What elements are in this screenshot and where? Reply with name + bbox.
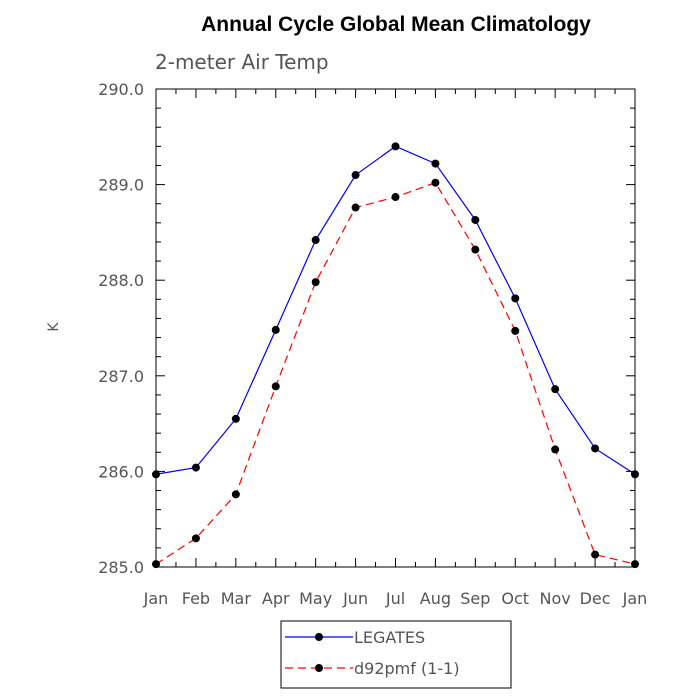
series-1-point [351,203,360,212]
plot-frame [155,88,636,568]
y-axis-label: K [46,322,62,332]
series-0-point [311,236,320,245]
x-tick-label: Aug [420,589,451,608]
series-0-point [231,414,240,423]
series-1-point [471,245,480,254]
x-tick-label: May [299,589,332,608]
series-0-point [431,159,440,168]
x-tick-label: Jun [342,589,368,608]
x-tick-label: Jan [143,589,169,608]
legend-marker-d92pmf [315,664,323,672]
y-tick-label: 288.0 [98,271,144,290]
series-1-point [631,560,639,569]
x-tick-label: Jul [385,589,405,608]
x-tick-label: Dec [580,589,611,608]
series-0-point [511,294,520,303]
legend-marker-legates [315,633,323,641]
y-tick-label: 286.0 [98,462,144,481]
legend-label-legates: LEGATES [354,628,425,647]
x-tick-label: Apr [262,589,290,608]
x-tick-label: Oct [501,589,529,608]
x-tick-label: Mar [221,589,252,608]
axis-ticks: Jan Feb Mar Apr May Jun Jul Aug Sep Oct Nov Dec Jan 2… [98,80,647,608]
series-1-point [591,550,600,559]
series-0-point [191,463,200,472]
series-0-point [351,171,360,180]
series-0-point [471,215,480,224]
series-0-point [152,470,160,479]
series-1-point [191,534,200,543]
x-tick-label: Jan [622,589,648,608]
series-1-point [511,326,520,335]
series-1-point [152,560,160,569]
y-tick-label: 285.0 [98,558,144,577]
series-0-point [391,142,400,151]
y-tick-label: 289.0 [98,176,144,195]
legend-box [280,620,512,689]
series-1-point [391,193,400,202]
x-tick-label: Feb [182,589,210,608]
series-1-point [311,278,320,287]
x-tick-label: Sep [460,589,490,608]
legend-label-d92pmf: d92pmf (1-1) [354,659,460,678]
series-1-point [231,490,240,499]
y-tick-label: 290.0 [98,80,144,99]
series-1-point [431,178,440,187]
series-0-point [551,385,560,394]
x-tick-label: Nov [540,589,571,608]
y-tick-label: 287.0 [98,367,144,386]
series-1-point [551,445,560,454]
series-layer [152,142,639,569]
series-line-1 [155,181,636,565]
series-0-point [631,470,639,479]
chart-title: Annual Cycle Global Mean Climatology [201,13,591,36]
series-0-point [591,444,600,453]
legend: LEGATES d92pmf (1-1) [280,620,512,689]
series-0-point [271,325,280,334]
chart-subtitle: 2-meter Air Temp [155,50,329,74]
series-1-point [271,382,280,391]
